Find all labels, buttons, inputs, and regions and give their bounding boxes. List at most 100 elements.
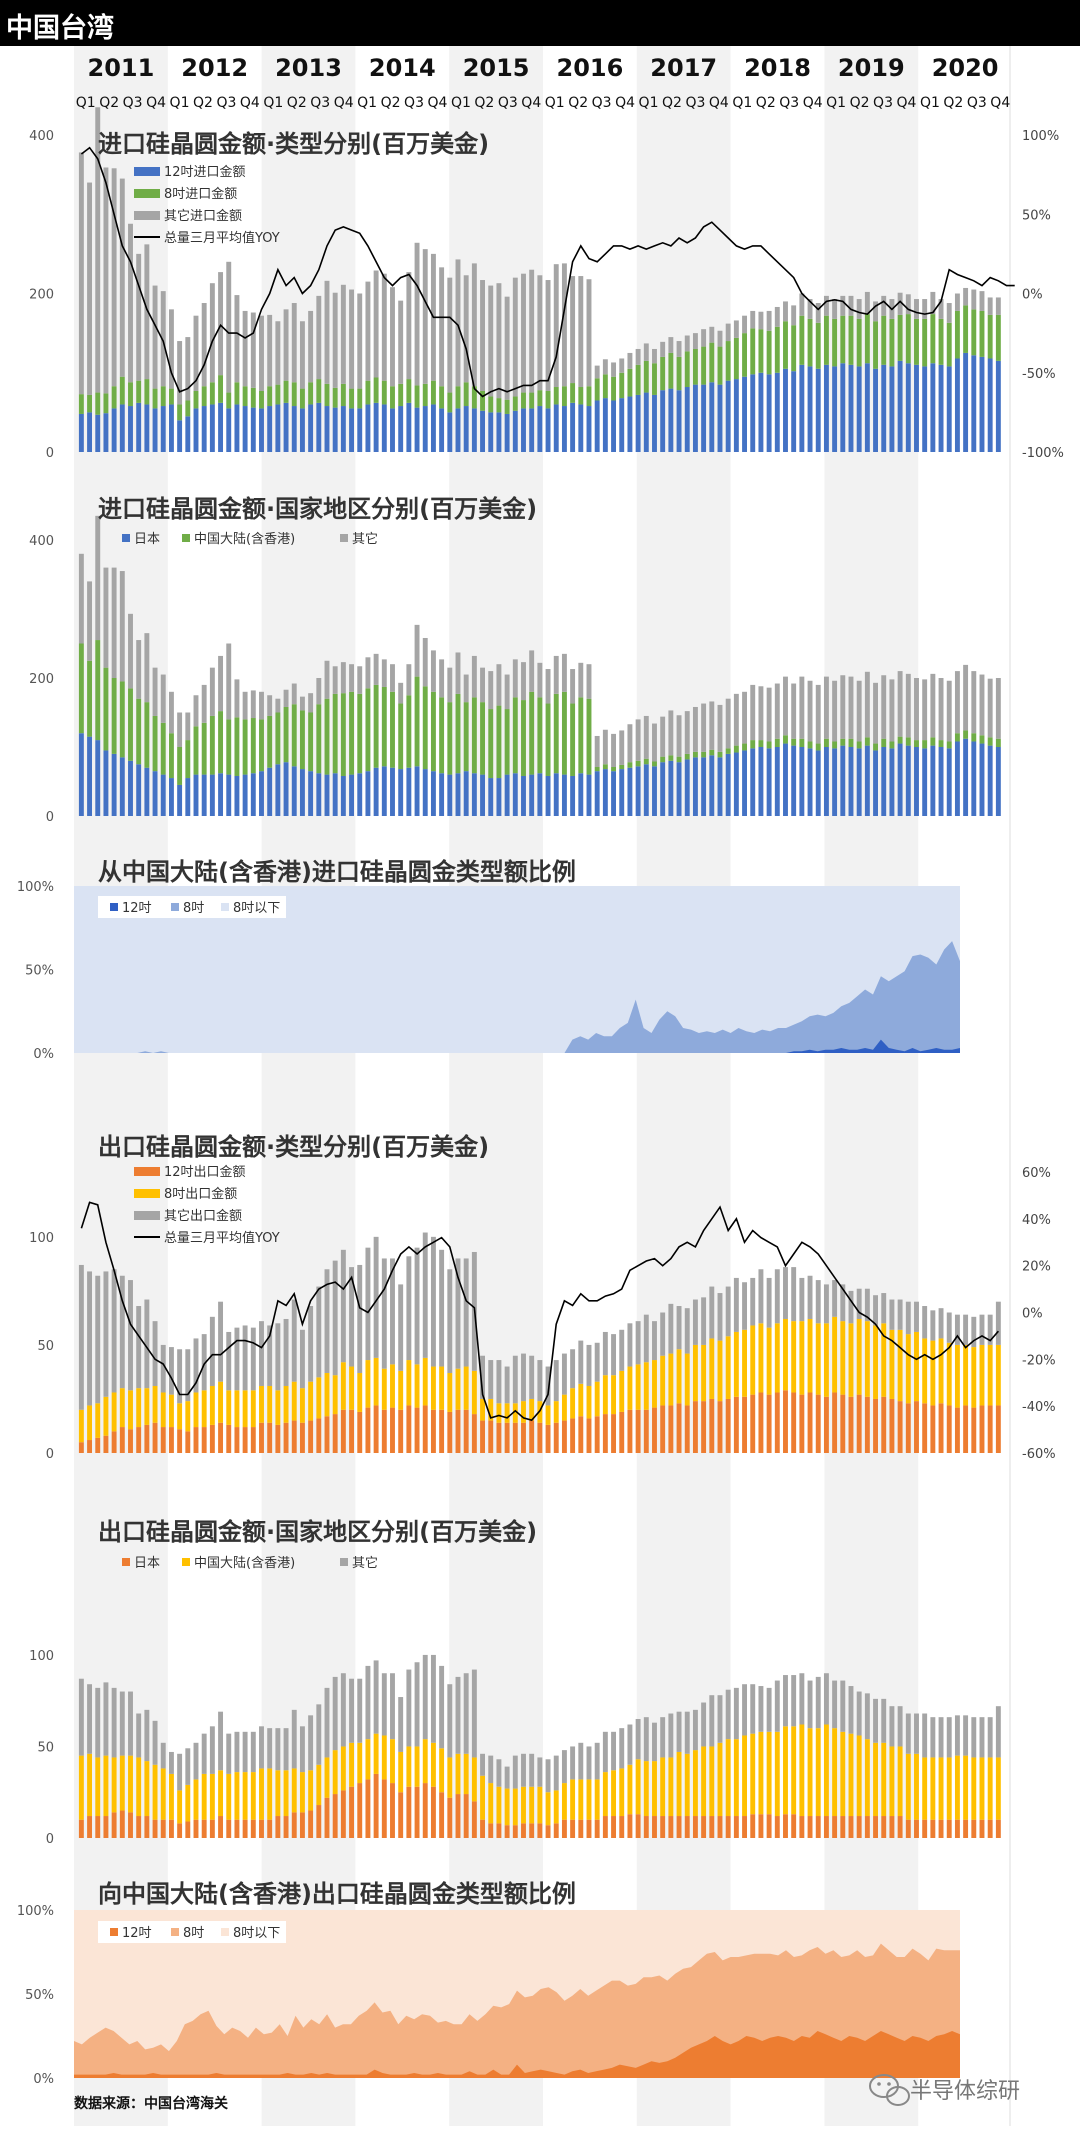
bar-segment (390, 1783, 395, 1838)
bar-segment (414, 676, 420, 767)
bar-segment (144, 404, 150, 452)
quarter-label: Q2 (943, 95, 963, 111)
bar-segment (750, 684, 756, 741)
bar-segment (234, 404, 240, 452)
bar-segment (602, 1772, 608, 1817)
bar-segment (611, 400, 617, 452)
bar-segment (398, 1792, 404, 1838)
bar-segment (545, 1825, 551, 1838)
legend-label: 12吋进口金额 (164, 164, 246, 180)
bar-segment (439, 1792, 445, 1838)
bar-segment (259, 1726, 264, 1769)
bar-segment (160, 674, 166, 723)
bar-segment (922, 740, 928, 749)
chart-export_region: 0 50 100 出口硅晶圆金额·国家地区分别(百万美金) 日本 中国大陆(含香港) 其它 (29, 1518, 1001, 1847)
bar-segment (152, 388, 158, 409)
bar-segment (349, 691, 355, 775)
bar-segment (218, 272, 224, 376)
bar-segment (430, 1236, 436, 1367)
bar-segment (111, 1269, 117, 1393)
bar-segment (971, 671, 977, 734)
bar-segment (684, 351, 690, 388)
bar-segment (316, 1286, 322, 1378)
bar-segment (856, 748, 862, 816)
bar-segment (963, 1715, 969, 1756)
bar-segment (766, 330, 772, 375)
bar-segment (521, 1786, 526, 1824)
bar-segment (611, 1816, 617, 1838)
bar-segment (946, 1342, 952, 1406)
bar-segment (758, 1323, 764, 1393)
year-label-2015: 2015 (463, 54, 530, 82)
legend-swatch (122, 1558, 130, 1566)
bar-segment (815, 322, 821, 369)
y2-tick-label: 20% (1022, 1260, 1051, 1275)
bar-segment (422, 637, 428, 687)
bar-segment (512, 410, 518, 452)
bar-segment (111, 1392, 117, 1432)
bar-segment (299, 1772, 305, 1813)
bar-segment (709, 749, 715, 756)
bar-segment (701, 757, 707, 816)
bar-segment (660, 1405, 666, 1453)
bar-segment (365, 1360, 371, 1408)
bar-segment (914, 364, 919, 452)
bar-segment (692, 333, 698, 349)
bar-segment (873, 301, 879, 322)
bar-segment (668, 388, 674, 452)
bar-segment (701, 1816, 707, 1838)
bar-segment (168, 309, 174, 389)
bar-segment (152, 1764, 158, 1820)
year-label-2011: 2011 (88, 54, 155, 82)
bar-segment (856, 1816, 862, 1838)
bar-segment (111, 753, 117, 816)
bar-segment (954, 671, 960, 734)
bar-segment (553, 655, 559, 694)
bar-segment (676, 1816, 682, 1838)
bar-segment (242, 691, 248, 720)
bar-segment (299, 696, 305, 711)
bar-segment (742, 1735, 748, 1817)
y-tick-label: 400 (29, 129, 54, 144)
bar-segment (103, 1755, 109, 1817)
bar-segment (512, 1788, 518, 1826)
bar-segment (758, 1392, 764, 1453)
bar-segment (291, 1709, 297, 1769)
legend-label: 8吋 (183, 901, 204, 916)
bar-segment (570, 1388, 576, 1419)
bar-segment (234, 679, 240, 718)
bar-segment (823, 1396, 829, 1453)
bar-segment (496, 398, 502, 413)
bar-segment (381, 1779, 387, 1838)
bar-segment (733, 1687, 739, 1740)
bar-segment (471, 1669, 477, 1758)
bar-segment (578, 404, 584, 452)
bar-segment (684, 1753, 690, 1817)
bar-segment (439, 386, 445, 409)
bar-segment (832, 1280, 838, 1317)
bar-segment (267, 695, 273, 716)
bar-segment (537, 1786, 543, 1824)
bar-segment (635, 760, 641, 767)
bar-segment (897, 1299, 903, 1330)
bar-segment (136, 1816, 142, 1838)
bar-segment (774, 372, 780, 452)
legend-swatch (340, 534, 348, 542)
bar-segment (864, 314, 870, 364)
bar-segment (807, 1816, 813, 1838)
bar-segment (586, 774, 592, 816)
bar-segment (774, 1731, 780, 1817)
bar-segment (259, 1321, 264, 1386)
bar-segment (496, 664, 502, 706)
bar-segment (373, 1733, 379, 1774)
bar-segment (111, 1757, 117, 1813)
bar-segment (897, 743, 903, 816)
bar-segment (717, 330, 723, 347)
bar-segment (144, 767, 150, 816)
bar-segment (643, 392, 649, 452)
bar-segment (709, 326, 715, 343)
bar-segment (742, 691, 748, 744)
bar-segment (234, 1819, 240, 1838)
bar-segment (95, 1275, 101, 1404)
bar-segment (406, 402, 412, 452)
